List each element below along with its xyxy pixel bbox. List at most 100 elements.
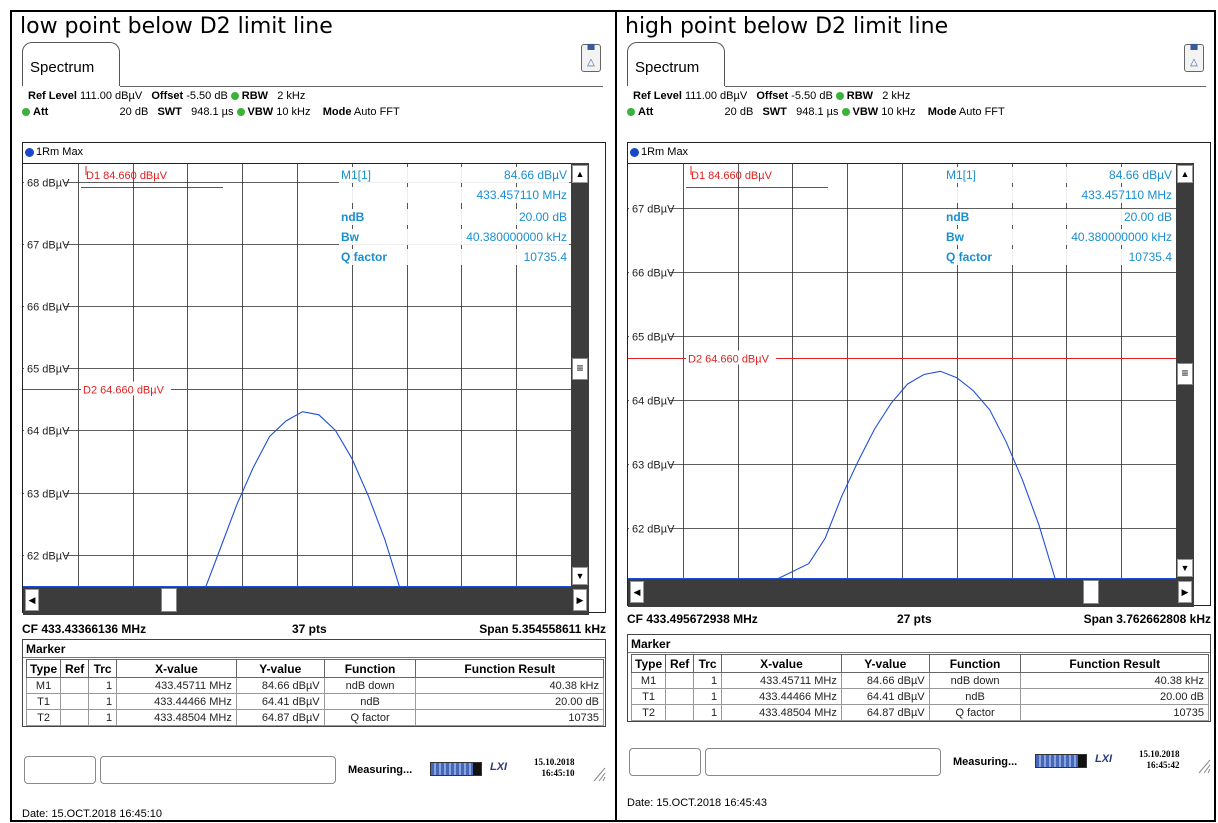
swt-value[interactable]: 948.1 µs	[796, 106, 839, 118]
table-row[interactable]: T2 1 433.48504 MHz 64.87 dBµV Q factor 10735	[25, 709, 604, 726]
scroll-thumb[interactable]	[1083, 580, 1099, 604]
table-cell: 433.44466 MHz	[116, 693, 237, 710]
scroll-thumb[interactable]: ≡	[572, 358, 588, 380]
table-cell: 433.48504 MHz	[721, 704, 842, 721]
table-cell	[60, 677, 90, 694]
scroll-right-icon[interactable]: ▶	[1178, 581, 1192, 603]
status-field[interactable]	[629, 748, 701, 776]
trace-label: 1Rm Max	[25, 146, 83, 158]
scroll-down-icon[interactable]: ▼	[1177, 559, 1193, 577]
d1-label: D1 84.660 dBµV	[86, 170, 168, 182]
bw-label: Bw	[341, 230, 360, 244]
rbw-value[interactable]: 2 kHz	[882, 90, 911, 102]
scroll-up-icon[interactable]: ▲	[572, 165, 588, 183]
table-cell: 1	[88, 677, 118, 694]
column-header: Function	[928, 654, 1022, 673]
table-cell	[665, 672, 695, 689]
scroll-thumb[interactable]	[161, 588, 177, 612]
tick-label-bg	[24, 174, 64, 189]
att-label: Att	[638, 106, 654, 118]
att-value[interactable]: 20 dB	[724, 106, 754, 118]
trace-indicator-icon	[25, 147, 34, 157]
swt-value[interactable]: 948.1 µs	[191, 106, 234, 118]
table-row[interactable]: T1 1 433.44466 MHz 64.41 dBµV ndB 20.00 dB	[630, 688, 1209, 705]
screenshot-date: Date: 15.OCT.2018 16:45:43	[627, 797, 768, 809]
marker-table: Type Ref Trc X-value Y-value Function Function…	[25, 659, 604, 726]
table-cell: 433.45711 MHz	[721, 672, 842, 689]
table-cell: 1	[693, 704, 723, 721]
vbw-value[interactable]: 10 kHz	[881, 106, 916, 118]
table-cell	[60, 709, 90, 726]
panel-heading: low point below D2 limit line	[20, 14, 333, 39]
center-frequency: CF 433.495672938 MHz	[627, 612, 758, 626]
rbw-value[interactable]: 2 kHz	[277, 90, 306, 102]
horizontal-scrollbar[interactable]: ◀ ▶	[23, 587, 589, 615]
mode-value[interactable]: Auto FFT	[958, 106, 1005, 118]
y-tick-label: 64 dBµV	[27, 426, 70, 438]
trace-indicator-icon	[630, 147, 639, 157]
ref-level-value[interactable]: 111.00 dBµV	[684, 90, 748, 102]
scroll-down-icon[interactable]: ▼	[572, 567, 588, 585]
status-dot-icon	[230, 91, 239, 100]
scroll-right-icon[interactable]: ▶	[573, 589, 587, 611]
tab-label: Spectrum	[635, 59, 700, 76]
scroll-left-icon[interactable]: ◀	[25, 589, 39, 611]
table-row[interactable]: M1 1 433.45711 MHz 84.66 dBµV ndB down 40.38 …	[25, 677, 604, 694]
center-frequency: CF 433.43366136 MHz	[22, 622, 147, 636]
table-cell	[665, 688, 695, 705]
resize-grip-icon[interactable]	[1197, 758, 1211, 774]
status-datetime: 15.10.2018 16:45:10	[534, 757, 575, 779]
column-header: X-value	[116, 659, 237, 678]
y-tick-label: 67 dBµV	[27, 240, 70, 252]
measuring-status: Measuring...	[953, 756, 1018, 768]
table-cell: T2	[630, 704, 667, 721]
status-time: 16:45:42	[1146, 760, 1180, 770]
horizontal-scrollbar[interactable]: ◀ ▶	[628, 579, 1194, 607]
progress-bar	[430, 762, 482, 776]
att-label: Att	[33, 106, 49, 118]
vertical-scrollbar[interactable]: ▲ ≡ ▼	[571, 163, 589, 587]
screenshot-date: Date: 15.OCT.2018 16:45:10	[22, 808, 163, 820]
tick-label-bg	[629, 392, 669, 407]
status-message-field[interactable]	[705, 748, 941, 776]
table-row[interactable]: M1 1 433.45711 MHz 84.66 dBµV ndB down 40.38 …	[630, 672, 1209, 689]
table-cell: 10735	[415, 709, 604, 726]
offset-value[interactable]: -5.50 dB	[791, 90, 833, 102]
vertical-scrollbar[interactable]: ▲ ≡ ▼	[1176, 163, 1194, 579]
att-value[interactable]: 20 dB	[119, 106, 149, 118]
display-config-icon[interactable]: ▀ △	[581, 44, 601, 72]
status-field[interactable]	[24, 756, 96, 784]
mode-value[interactable]: Auto FFT	[353, 106, 400, 118]
tab-spectrum[interactable]: Spectrum	[22, 42, 120, 86]
column-header: Function Result	[415, 659, 604, 678]
table-row[interactable]: T1 1 433.44466 MHz 64.41 dBµV ndB 20.00 dB	[25, 693, 604, 710]
status-message-field[interactable]	[100, 756, 336, 784]
table-cell: ndB down	[323, 677, 417, 694]
ref-level-label: Ref Level	[28, 90, 77, 102]
status-dot-icon	[835, 91, 844, 100]
table-cell: 433.48504 MHz	[116, 709, 237, 726]
tick-label-bg	[24, 547, 64, 562]
m1-label: M1[1]	[946, 168, 976, 182]
table-header-row: Type Ref Trc X-value Y-value Function Function…	[25, 659, 604, 678]
resize-grip-icon[interactable]	[592, 766, 606, 782]
display-config-icon[interactable]: ▀ △	[1184, 44, 1204, 72]
tab-spectrum[interactable]: Spectrum	[627, 42, 725, 86]
tick-label-bg	[24, 360, 64, 375]
tick-label-bg	[24, 298, 64, 313]
ref-level-value[interactable]: 111.00 dBµV	[79, 90, 143, 102]
scroll-up-icon[interactable]: ▲	[1177, 165, 1193, 183]
rbw-label: RBW	[846, 90, 874, 102]
table-row[interactable]: T2 1 433.48504 MHz 64.87 dBµV Q factor 10735	[630, 704, 1209, 721]
marker-info-bg	[944, 187, 1174, 203]
scroll-left-icon[interactable]: ◀	[630, 581, 644, 603]
y-tick-label: 65 dBµV	[27, 364, 70, 376]
offset-value[interactable]: -5.50 dB	[186, 90, 228, 102]
table-header-row: Type Ref Trc X-value Y-value Function Function…	[630, 654, 1209, 673]
y-tick-label: 63 dBµV	[27, 489, 70, 501]
scroll-thumb[interactable]: ≡	[1177, 363, 1193, 385]
vbw-value[interactable]: 10 kHz	[276, 106, 311, 118]
tick-label-bg	[24, 422, 64, 437]
mode-label: Mode	[322, 106, 352, 118]
vbw-label: VBW	[247, 106, 274, 118]
